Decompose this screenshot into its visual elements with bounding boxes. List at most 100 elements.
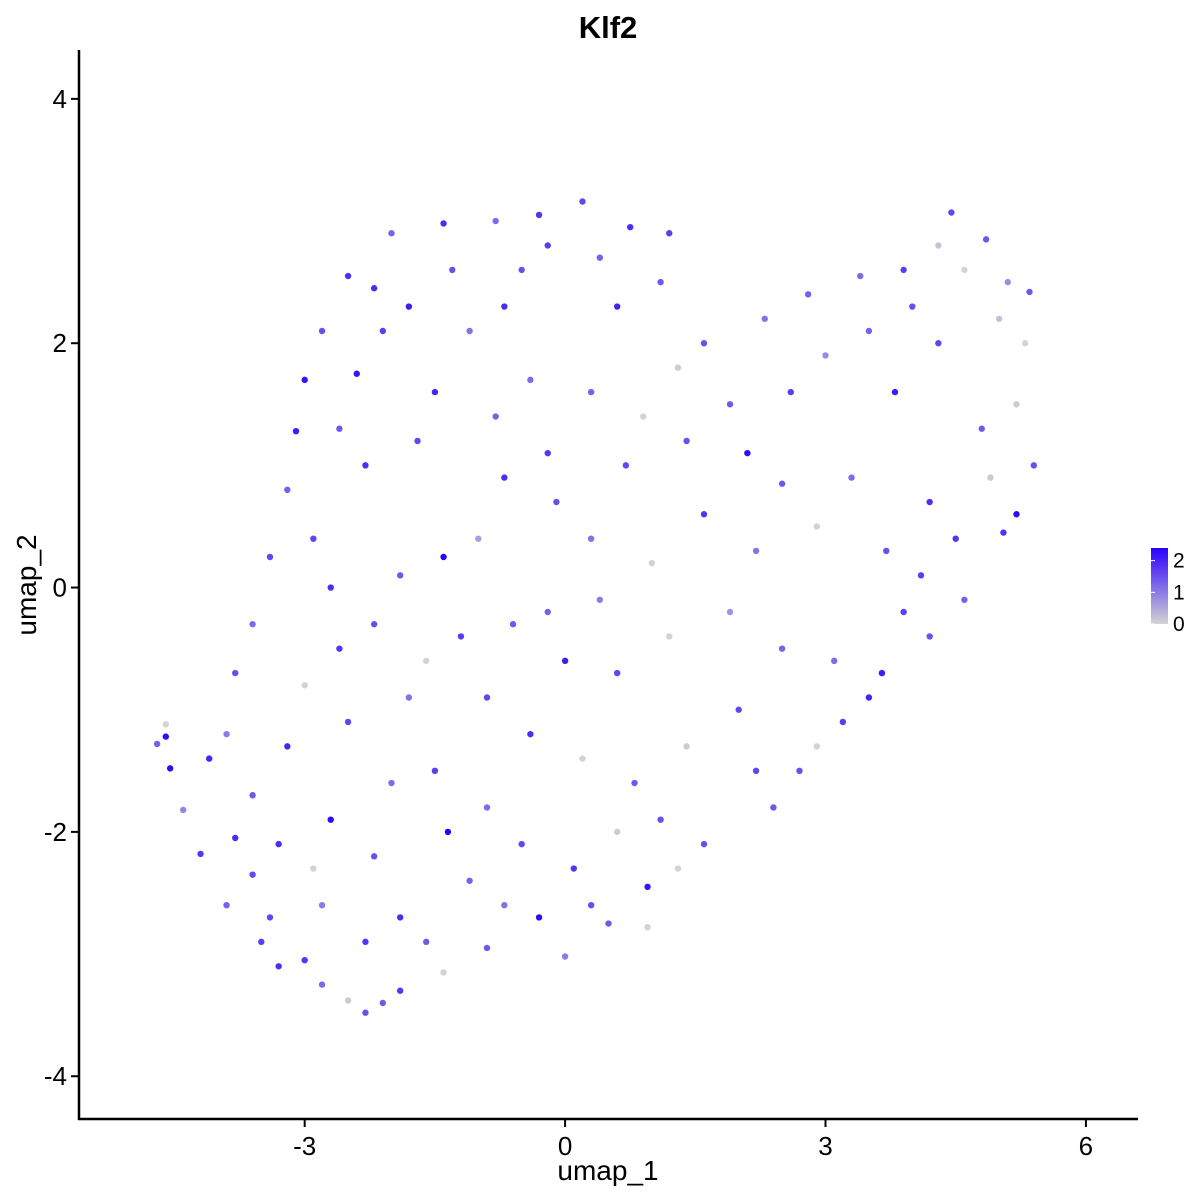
data-point: [579, 755, 586, 762]
data-point: [301, 376, 308, 384]
x-tick-label: 6: [1079, 1131, 1093, 1161]
data-point: [900, 266, 907, 274]
data-point: [804, 291, 812, 298]
data-point: [396, 572, 404, 579]
data-point: [1026, 288, 1033, 296]
data-point: [440, 553, 447, 561]
data-point: [223, 902, 230, 909]
data-point: [935, 242, 942, 249]
points-layer: [153, 198, 1038, 1016]
data-point: [232, 669, 239, 677]
data-point: [284, 743, 291, 750]
data-point: [935, 340, 942, 347]
data-point: [613, 303, 621, 310]
y-axis-title: umap_2: [11, 534, 42, 635]
data-point: [796, 767, 803, 775]
data-point: [440, 220, 447, 227]
data-point: [483, 804, 491, 811]
data-point: [1013, 511, 1020, 518]
data-point: [666, 230, 673, 237]
x-tick-label: 3: [818, 1131, 832, 1161]
data-point: [457, 633, 465, 640]
data-point: [362, 462, 369, 469]
data-point: [587, 902, 595, 909]
data-point: [405, 303, 413, 310]
data-point: [492, 217, 499, 225]
data-point: [336, 425, 343, 432]
data-point: [483, 944, 491, 952]
legend-tick-label: 2: [1173, 550, 1185, 573]
data-point: [327, 584, 334, 591]
data-point: [206, 755, 213, 762]
data-point: [778, 645, 786, 652]
data-point: [258, 938, 265, 946]
data-point: [396, 987, 404, 994]
y-tick-label: 0: [53, 573, 67, 603]
data-point: [275, 840, 282, 848]
data-point: [344, 718, 352, 726]
chart-title: Klf2: [579, 10, 638, 45]
data-point: [561, 657, 569, 665]
data-point: [813, 523, 821, 530]
data-point: [961, 266, 968, 274]
data-point: [344, 272, 352, 280]
data-point: [700, 840, 708, 848]
data-point: [553, 498, 560, 506]
data-point: [952, 535, 959, 542]
data-point: [1004, 278, 1011, 286]
data-point: [926, 633, 933, 640]
data-point: [752, 767, 760, 775]
data-point: [518, 840, 525, 848]
data-point: [596, 254, 604, 261]
data-point: [501, 303, 508, 310]
data-point: [284, 486, 291, 494]
data-point: [444, 828, 452, 836]
data-point: [857, 272, 864, 280]
data-point: [379, 999, 387, 1007]
data-point: [770, 804, 777, 811]
data-point: [640, 413, 647, 420]
data-point: [839, 718, 847, 726]
data-point: [310, 865, 317, 872]
data-point: [752, 547, 760, 555]
data-point: [700, 511, 708, 518]
data-point: [909, 303, 916, 310]
data-point: [509, 621, 517, 628]
data-point: [700, 340, 708, 347]
data-point: [657, 278, 664, 286]
data-point: [327, 816, 334, 823]
data-point: [292, 427, 300, 435]
data-point: [613, 669, 621, 677]
data-point: [232, 834, 239, 842]
data-point: [848, 474, 855, 481]
data-point: [666, 633, 673, 640]
data-point: [683, 743, 690, 750]
data-point: [527, 730, 534, 738]
data-point: [544, 449, 551, 457]
data-point: [961, 596, 968, 603]
data-point: [883, 547, 890, 555]
data-point: [865, 327, 873, 335]
data-point: [891, 388, 899, 396]
data-point: [982, 236, 990, 243]
data-point: [518, 266, 525, 274]
data-point: [605, 920, 612, 927]
data-point: [440, 969, 447, 976]
data-point: [197, 850, 204, 858]
data-point: [362, 1009, 369, 1016]
data-point: [674, 364, 682, 371]
data-point: [726, 608, 734, 616]
data-point: [249, 621, 256, 628]
y-tick-label: 4: [53, 84, 67, 114]
data-point: [561, 953, 569, 960]
data-point: [370, 285, 378, 292]
y-tick-label: -2: [44, 817, 67, 847]
data-point: [1030, 462, 1038, 469]
data-point: [423, 657, 430, 665]
x-axis-title: umap_1: [557, 1155, 658, 1186]
data-point: [318, 981, 326, 988]
data-point: [501, 902, 508, 909]
data-point: [813, 743, 821, 750]
data-point: [1021, 340, 1029, 347]
data-point: [301, 956, 308, 964]
